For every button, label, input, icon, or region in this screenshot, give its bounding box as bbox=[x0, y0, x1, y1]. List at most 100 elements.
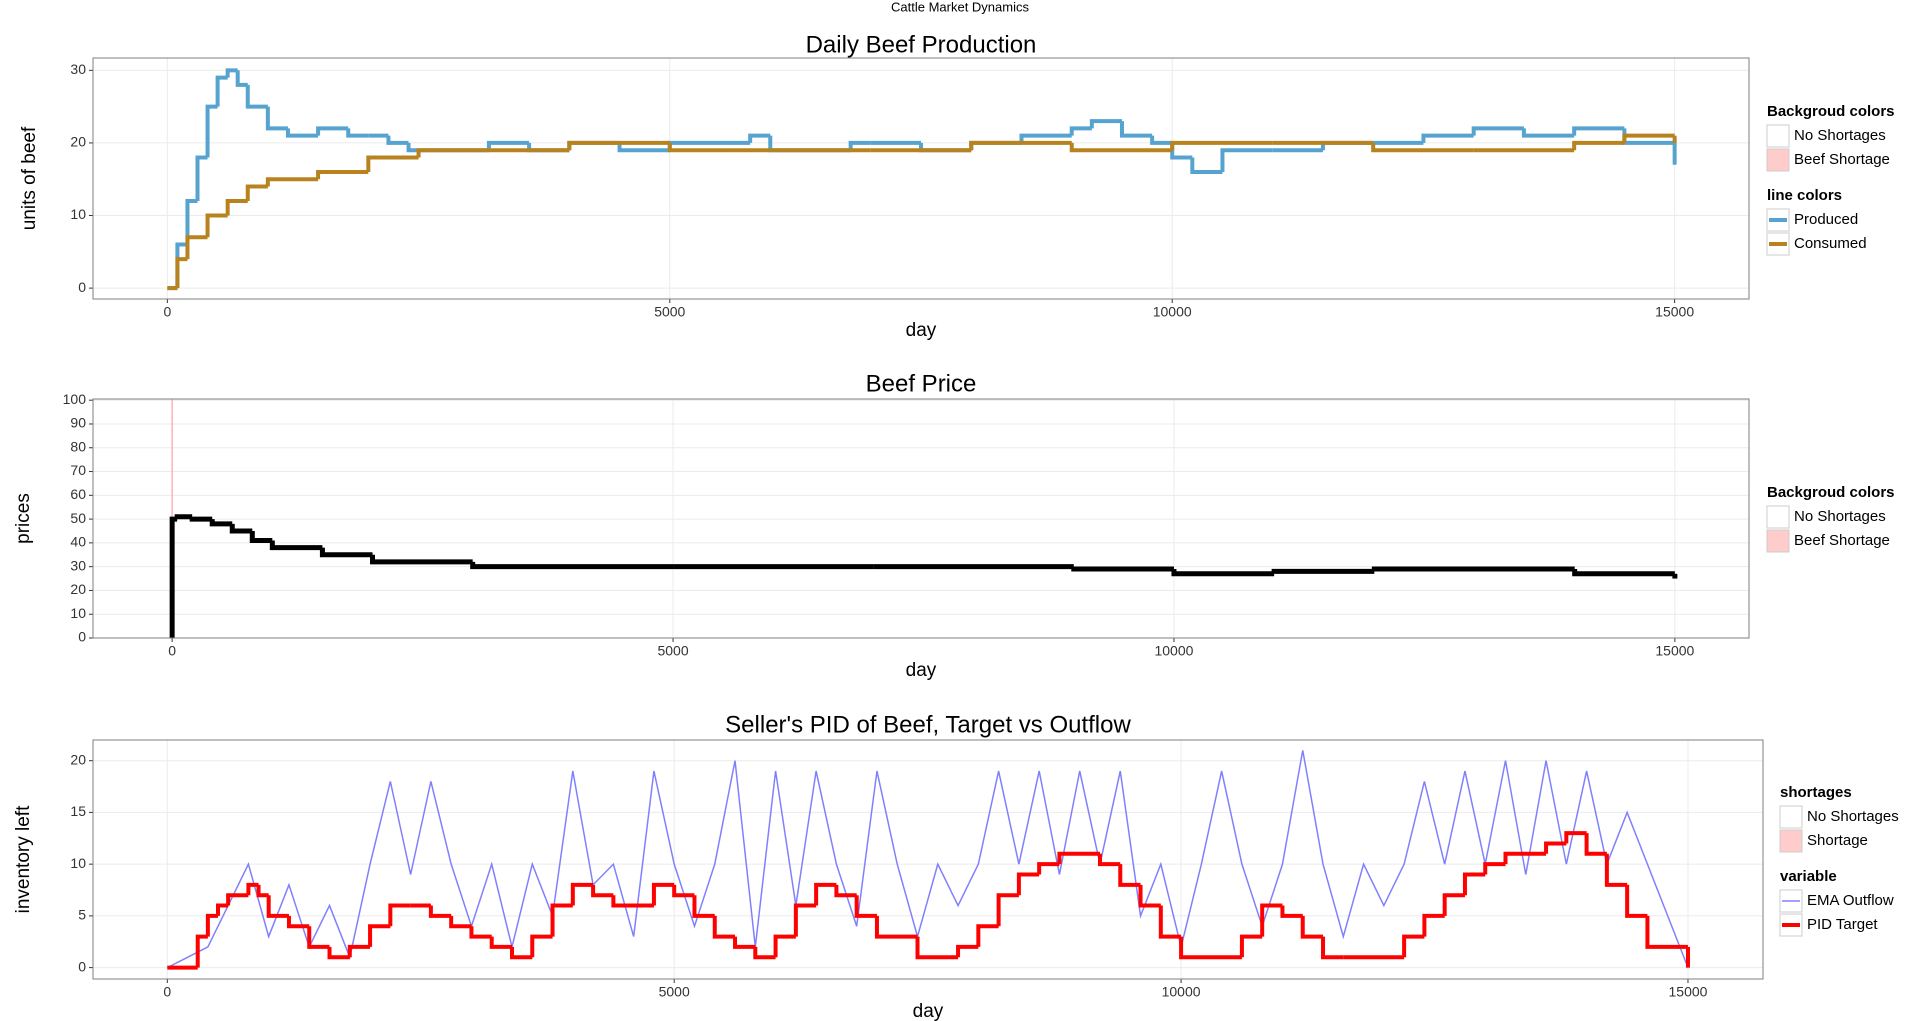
y-tick-label: 40 bbox=[70, 534, 86, 550]
x-tick-label: 0 bbox=[163, 984, 171, 1000]
legend-label: Beef Shortage bbox=[1794, 532, 1890, 549]
line-step bbox=[185, 199, 198, 245]
x-tick-label: 15000 bbox=[1655, 304, 1694, 320]
line bbox=[166, 750, 1689, 969]
line-step bbox=[489, 936, 512, 949]
line-step bbox=[169, 516, 178, 638]
line-step bbox=[915, 936, 959, 960]
legend-label: No Shortages bbox=[1794, 508, 1886, 525]
line-step bbox=[1544, 841, 1567, 854]
line-step bbox=[1171, 569, 1275, 577]
y-tick-label: 90 bbox=[70, 415, 86, 431]
line-step bbox=[1089, 119, 1122, 129]
line-step bbox=[530, 934, 553, 958]
line-step bbox=[1584, 833, 1607, 856]
line-step bbox=[215, 75, 228, 107]
line-step bbox=[1471, 126, 1524, 136]
line-step bbox=[368, 924, 391, 947]
line-step bbox=[327, 946, 350, 960]
plot-panel bbox=[93, 58, 1749, 299]
x-axis-label: day bbox=[913, 1001, 944, 1021]
x-tick-label: 0 bbox=[163, 304, 171, 320]
line-step bbox=[316, 126, 349, 136]
x-axis-label: day bbox=[906, 320, 937, 341]
y-tick-label: 30 bbox=[70, 61, 86, 77]
legend-label: Beef Shortage bbox=[1794, 151, 1890, 168]
line-step bbox=[1019, 133, 1072, 143]
legend-label: Shortage bbox=[1807, 832, 1868, 849]
chart-title: Beef Price bbox=[866, 370, 977, 397]
line-step bbox=[1057, 851, 1100, 865]
line-step bbox=[651, 882, 675, 906]
legend-key bbox=[1779, 805, 1803, 829]
line-step bbox=[235, 70, 248, 87]
line-step bbox=[773, 934, 796, 958]
line-step bbox=[1170, 140, 1273, 151]
y-tick-label: 0 bbox=[78, 629, 86, 645]
line-step bbox=[175, 257, 188, 289]
line-step bbox=[319, 547, 373, 558]
line-step bbox=[611, 895, 654, 908]
y-tick-label: 20 bbox=[70, 751, 86, 767]
line-step bbox=[1462, 872, 1486, 896]
legend-title: line colors bbox=[1767, 187, 1842, 204]
line-step bbox=[1572, 569, 1675, 577]
line-step bbox=[195, 934, 208, 968]
x-tick-label: 15000 bbox=[1669, 984, 1708, 1000]
line-step bbox=[753, 946, 776, 960]
x-tick-label: 10000 bbox=[1162, 984, 1201, 1000]
line-step bbox=[672, 884, 695, 898]
line-step bbox=[976, 924, 999, 947]
legend-label: No Shortages bbox=[1807, 808, 1899, 825]
line-step bbox=[748, 133, 771, 143]
line-step bbox=[1158, 905, 1182, 939]
line-step bbox=[1016, 872, 1040, 896]
y-tick-label: 10 bbox=[70, 206, 86, 222]
line-step bbox=[550, 903, 573, 937]
line-step bbox=[570, 882, 594, 906]
plot-panel bbox=[93, 399, 1749, 638]
x-tick-label: 5000 bbox=[657, 643, 688, 659]
line-step bbox=[249, 530, 273, 543]
line-step bbox=[386, 135, 409, 145]
line-step bbox=[1371, 566, 1475, 572]
y-tick-label: 5 bbox=[78, 907, 86, 923]
line-step bbox=[1503, 851, 1547, 865]
line-step bbox=[1422, 913, 1445, 937]
x-tick-label: 15000 bbox=[1655, 643, 1694, 659]
legend-key bbox=[1766, 148, 1790, 172]
y-tick-label: 0 bbox=[78, 279, 86, 295]
line-step bbox=[209, 519, 233, 527]
x-tick-label: 5000 bbox=[654, 304, 685, 320]
line-step bbox=[733, 936, 756, 949]
line-step bbox=[1119, 121, 1153, 138]
line-step bbox=[246, 882, 259, 896]
line-step bbox=[509, 946, 533, 960]
line-step bbox=[834, 884, 857, 898]
line-step bbox=[1239, 934, 1263, 958]
chart-title: Seller's PID of Beef, Target vs Outflow bbox=[725, 711, 1131, 738]
line-step bbox=[265, 106, 288, 131]
legend-label: EMA Outflow bbox=[1807, 892, 1894, 909]
line-step bbox=[316, 169, 369, 180]
line-step bbox=[1300, 915, 1324, 939]
line-step bbox=[265, 177, 319, 187]
line-step bbox=[793, 903, 817, 937]
line-step bbox=[1069, 126, 1092, 136]
line-step bbox=[205, 213, 228, 238]
line-step bbox=[229, 523, 253, 534]
line-step bbox=[1604, 853, 1628, 887]
line-step bbox=[814, 882, 837, 906]
y-tick-label: 50 bbox=[70, 510, 86, 526]
legend-title: Backgroud colors bbox=[1767, 484, 1895, 501]
line-step bbox=[1572, 140, 1625, 151]
legend-title: variable bbox=[1780, 868, 1837, 885]
line-step bbox=[286, 915, 310, 929]
x-tick-label: 10000 bbox=[1153, 304, 1192, 320]
line-step bbox=[1421, 133, 1474, 143]
legend-key bbox=[1766, 124, 1790, 148]
line-step bbox=[1138, 884, 1161, 908]
line-step bbox=[388, 903, 411, 927]
